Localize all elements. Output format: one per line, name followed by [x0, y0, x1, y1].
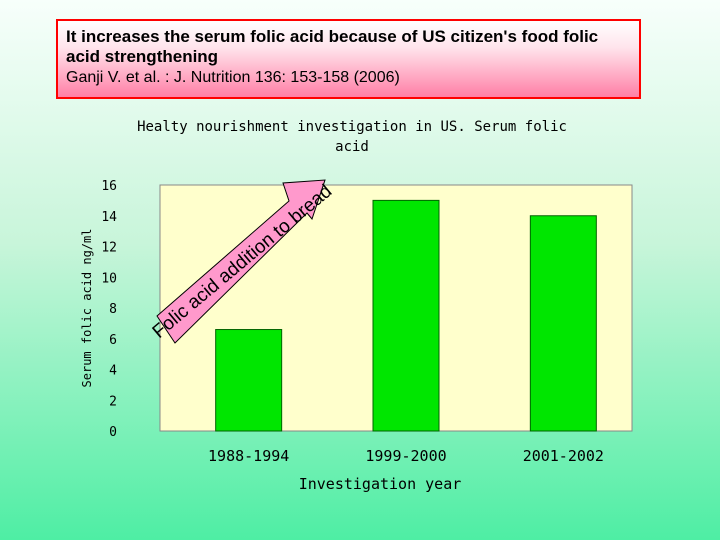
y-axis: 0 2 4 6 8 10 12 14 16 [101, 179, 117, 440]
bar-2001-2002 [529, 215, 597, 432]
slide-citation: Ganji V. et al. : J. Nutrition 136: 153-… [66, 69, 400, 86]
arrow-shape [156, 179, 326, 344]
slide-title: It increases the serum folic acid becaus… [66, 27, 599, 66]
x-axis-label: Investigation year [299, 475, 462, 493]
chart-title-line2: acid [335, 139, 369, 155]
y-axis-label: Serum folic acid ng/ml [80, 229, 94, 388]
chart-title-line1: Healty nourishment investigation in US. … [137, 119, 567, 135]
x-tick-label: 1999-2000 [365, 447, 446, 465]
y-tick-label: 0 [109, 425, 117, 440]
y-tick-label: 14 [101, 210, 117, 225]
y-tick-label: 6 [109, 333, 117, 348]
y-tick-label: 8 [109, 302, 117, 317]
x-axis: 1988-1994 1999-2000 2001-2002 [208, 447, 604, 465]
x-tick-label: 2001-2002 [523, 447, 604, 465]
y-tick-label: 10 [101, 271, 117, 286]
bars [215, 199, 597, 432]
y-tick-label: 2 [109, 394, 117, 409]
bar-1988-1994 [215, 329, 283, 432]
y-tick-label: 4 [109, 364, 117, 379]
x-tick-label: 1988-1994 [208, 447, 289, 465]
y-tick-label: 12 [101, 241, 117, 256]
bar-1999-2000 [372, 199, 440, 432]
slide-title-box: It increases the serum folic acid becaus… [56, 19, 641, 99]
y-tick-label: 16 [101, 179, 117, 194]
